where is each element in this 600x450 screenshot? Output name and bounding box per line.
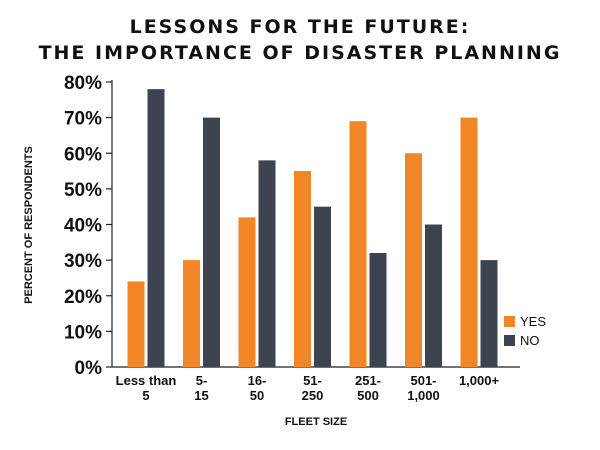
bar-no-3 [314, 206, 331, 367]
x-tick-label: 5-15 [194, 373, 208, 403]
x-tick-label-line: 51- [303, 373, 322, 388]
x-tick-label-line: 50 [250, 388, 264, 403]
x-tick-label: 501-1,000 [407, 373, 440, 403]
x-tick-label-line: 250 [302, 388, 324, 403]
bar-no-0 [147, 89, 165, 367]
chart-title-line-2: THE IMPORTANCE OF DISASTER PLANNING [38, 42, 562, 64]
legend-swatch-yes [504, 316, 515, 327]
bar-no-4 [369, 253, 387, 367]
x-tick-label-line: 16- [248, 373, 267, 388]
bar-no-5 [425, 224, 442, 367]
y-tick-label: 40% [64, 216, 102, 237]
chart-bars [127, 89, 498, 367]
legend-swatch-no [504, 335, 515, 346]
x-tick-label: 251-500 [355, 373, 381, 403]
x-tick-label-line: 1,000 [407, 388, 440, 403]
x-axis-title: FLEET SIZE [285, 416, 347, 428]
x-tick-label-line: 500 [357, 388, 379, 403]
bar-yes-0 [127, 281, 145, 367]
y-tick-label: 20% [64, 287, 102, 308]
x-tick-label: 1,000+ [459, 373, 500, 388]
x-tick-label-line: 5- [196, 373, 208, 388]
legend-label-no: NO [520, 333, 540, 348]
bar-no-6 [480, 260, 498, 367]
chart-title: LESSONS FOR THE FUTURE: THE IMPORTANCE O… [0, 14, 600, 66]
x-tick-label-line: 501- [410, 373, 436, 388]
x-tick-label-line: 1,000+ [459, 373, 500, 388]
y-tick-label: 10% [64, 322, 102, 343]
x-tick-label-line: Less than [116, 373, 177, 388]
bar-no-2 [258, 160, 276, 367]
x-tick-label-line: 5 [142, 388, 149, 403]
x-tick-label: 51-250 [302, 373, 324, 403]
y-tick-label: 30% [64, 251, 102, 272]
x-tick-label-line: 251- [355, 373, 381, 388]
y-tick-label: 60% [64, 144, 102, 165]
bar-yes-5 [405, 153, 422, 367]
x-tick-label: Less than 5 [116, 373, 177, 403]
bar-yes-1 [183, 260, 200, 367]
y-tick-label: 50% [64, 180, 102, 201]
chart-title-line-1: LESSONS FOR THE FUTURE: [129, 16, 471, 38]
bar-yes-3 [294, 171, 311, 367]
x-tick-label: 16-50 [248, 373, 267, 403]
chart-legend: YES NO [504, 314, 546, 348]
bar-yes-6 [460, 117, 478, 367]
y-tick-label: 80% [64, 73, 102, 94]
chart-labels: 0% 10% 20% 30% 40% 50% 60% 70% 80% Less than 5 5-15… [23, 73, 499, 428]
bar-yes-4 [349, 121, 367, 367]
x-tick-label-line: 15 [194, 388, 208, 403]
chart-axes [106, 80, 520, 368]
y-axis-title: PERCENT OF RESPONDENTS [23, 146, 35, 304]
bar-no-1 [203, 117, 220, 367]
legend-label-yes: YES [520, 314, 546, 329]
y-tick-label: 0% [75, 358, 103, 379]
bar-yes-2 [238, 217, 256, 367]
y-tick-label: 70% [64, 109, 102, 130]
